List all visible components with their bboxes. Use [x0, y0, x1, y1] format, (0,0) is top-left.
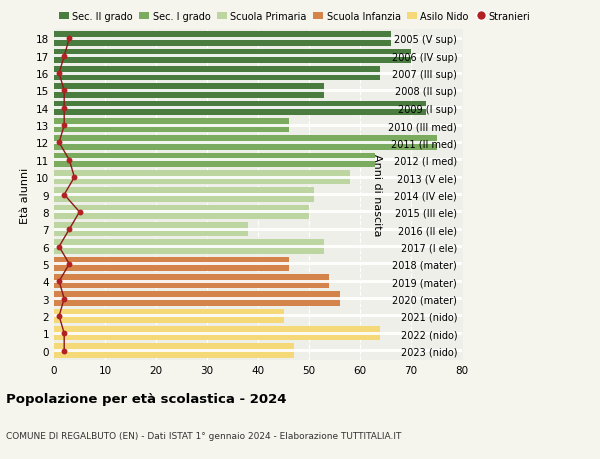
Bar — [54, 228, 462, 231]
Bar — [54, 176, 462, 179]
Bar — [54, 314, 462, 318]
Bar — [54, 194, 462, 196]
Bar — [54, 223, 248, 237]
Bar — [54, 349, 462, 353]
Point — [59, 122, 69, 129]
Point — [59, 105, 69, 112]
Bar — [54, 326, 380, 341]
Bar — [54, 159, 462, 162]
Bar — [54, 38, 462, 41]
Bar — [54, 205, 309, 219]
Point — [59, 53, 69, 60]
Bar — [54, 153, 376, 168]
Bar — [54, 107, 462, 110]
Bar — [54, 32, 391, 46]
Bar — [54, 50, 411, 64]
Bar — [54, 292, 340, 306]
Text: COMUNE DI REGALBUTO (EN) - Dati ISTAT 1° gennaio 2024 - Elaborazione TUTTITALIA.: COMUNE DI REGALBUTO (EN) - Dati ISTAT 1°… — [6, 431, 401, 441]
Bar — [54, 280, 462, 283]
Bar — [54, 263, 462, 266]
Point — [65, 226, 74, 233]
Point — [54, 140, 64, 147]
Text: Popolazione per età scolastica - 2024: Popolazione per età scolastica - 2024 — [6, 392, 287, 405]
Point — [70, 174, 79, 181]
Bar — [54, 84, 325, 98]
Point — [59, 330, 69, 337]
Point — [59, 295, 69, 302]
Point — [74, 209, 84, 216]
Bar — [54, 90, 462, 93]
Bar — [54, 246, 462, 248]
Bar — [54, 142, 462, 145]
Bar — [54, 124, 462, 128]
Bar — [54, 55, 462, 58]
Bar — [54, 240, 325, 254]
Bar — [54, 344, 294, 358]
Bar — [54, 211, 462, 214]
Bar — [54, 257, 289, 271]
Bar — [54, 297, 462, 301]
Bar — [54, 136, 437, 150]
Point — [65, 261, 74, 268]
Bar — [54, 73, 462, 76]
Point — [59, 191, 69, 199]
Point — [54, 243, 64, 251]
Bar — [54, 101, 426, 116]
Bar — [54, 332, 462, 335]
Point — [65, 36, 74, 43]
Bar — [54, 309, 284, 323]
Bar — [54, 188, 314, 202]
Point — [54, 278, 64, 285]
Bar — [54, 119, 289, 133]
Legend: Sec. II grado, Sec. I grado, Scuola Primaria, Scuola Infanzia, Asilo Nido, Stran: Sec. II grado, Sec. I grado, Scuola Prim… — [59, 11, 530, 22]
Bar — [54, 171, 350, 185]
Point — [54, 70, 64, 78]
Point — [65, 157, 74, 164]
Y-axis label: Anni di nascita: Anni di nascita — [372, 154, 382, 236]
Bar — [54, 67, 380, 81]
Point — [59, 347, 69, 354]
Point — [54, 313, 64, 320]
Point — [59, 88, 69, 95]
Bar — [54, 274, 329, 289]
Y-axis label: Età alunni: Età alunni — [20, 167, 31, 223]
